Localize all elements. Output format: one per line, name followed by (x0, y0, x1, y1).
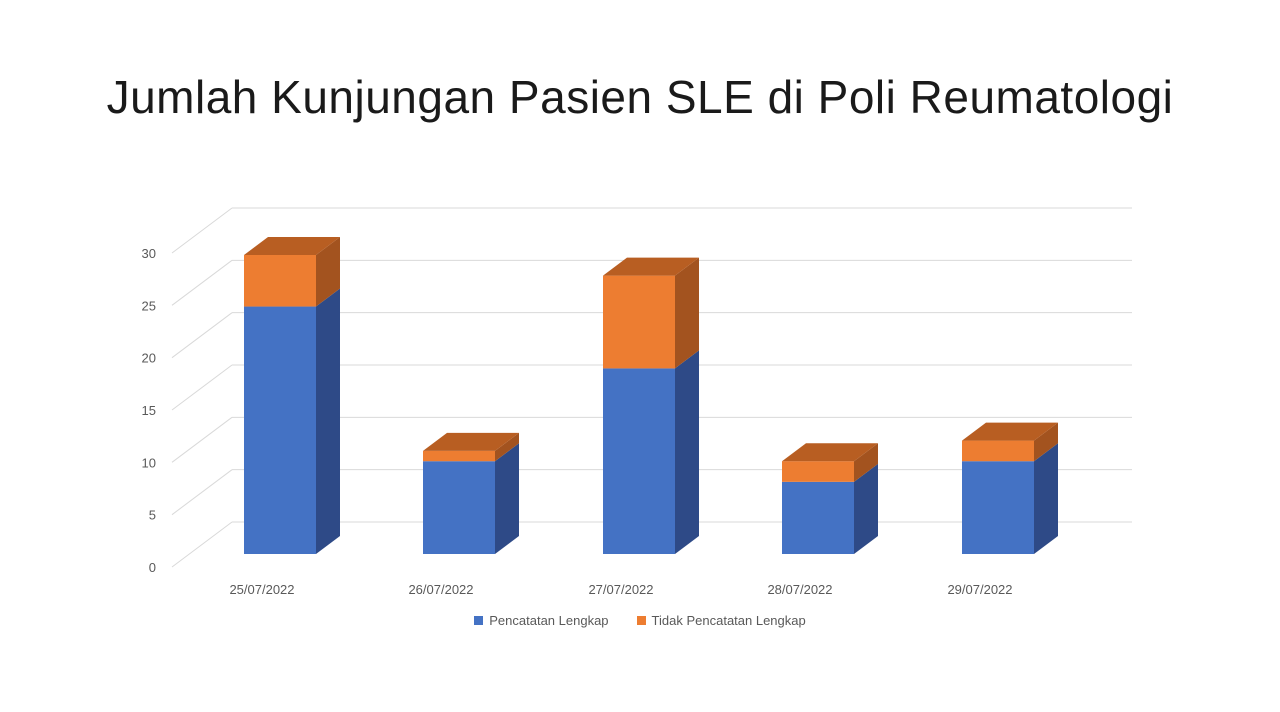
x-category-label: 25/07/2022 (229, 582, 294, 597)
bar-pencatatan-lengkap (603, 368, 675, 554)
legend-item-pencatatan-lengkap: Pencatatan Lengkap (474, 613, 609, 628)
bar-side (854, 463, 878, 554)
x-category-label: 28/07/2022 (767, 582, 832, 597)
legend-swatch-orange (636, 616, 646, 625)
y-tick-label: 20 (142, 351, 156, 366)
legend-swatch-blue (474, 616, 484, 625)
y-tick-label: 15 (142, 403, 156, 418)
bar-tidak-pencatatan-lengkap (603, 275, 675, 369)
gridline-diagonal (171, 521, 233, 568)
gridline-diagonal (171, 259, 233, 306)
bars (244, 237, 1058, 554)
bar-side (316, 288, 340, 554)
bar-pencatatan-lengkap (423, 461, 495, 554)
x-category-label: 29/07/2022 (947, 582, 1012, 597)
y-axis-ticks: 0 5 10 15 20 25 30 (142, 246, 156, 575)
x-category-label: 27/07/2022 (588, 582, 653, 597)
gridline-diagonal (171, 312, 233, 359)
bar-pencatatan-lengkap (962, 461, 1034, 554)
bar-side (675, 257, 699, 369)
bar-side (316, 237, 340, 307)
bar-top (423, 432, 519, 451)
bar-side (1034, 443, 1058, 554)
y-tick-label: 25 (142, 298, 156, 313)
y-tick-label: 5 (149, 508, 156, 523)
bar-top (782, 443, 878, 462)
y-tick-label: 0 (149, 560, 156, 575)
legend: Pencatatan Lengkap Tidak Pencatatan Leng… (0, 613, 1280, 628)
bar-side (495, 432, 519, 462)
gridline-diagonal (171, 469, 233, 516)
chart-title: Jumlah Kunjungan Pasien SLE di Poli Reum… (106, 71, 1174, 123)
y-tick-label: 10 (142, 455, 156, 470)
bar-top (603, 257, 699, 276)
gridline-diagonal (171, 416, 233, 463)
bar-tidak-pencatatan-lengkap (962, 440, 1034, 462)
bar-side (495, 443, 519, 554)
bar-top (244, 237, 340, 255)
bar-pencatatan-lengkap (782, 481, 854, 554)
bar-tidak-pencatatan-lengkap (244, 255, 316, 307)
gridline-diagonal (171, 207, 233, 254)
legend-label: Pencatatan Lengkap (489, 613, 609, 628)
bar-side (1034, 422, 1058, 462)
y-tick-label: 30 (142, 246, 156, 261)
bar-tidak-pencatatan-lengkap (782, 461, 854, 482)
legend-label: Tidak Pencatatan Lengkap (651, 613, 806, 628)
bar-top (962, 422, 1058, 441)
legend-item-tidak-pencatatan-lengkap: Tidak Pencatatan Lengkap (636, 613, 806, 628)
bar-tidak-pencatatan-lengkap (423, 450, 495, 462)
x-category-label: 26/07/2022 (408, 582, 473, 597)
x-axis-categories: 25/07/2022 26/07/2022 27/07/2022 28/07/2022… (229, 582, 1012, 597)
gridline-diagonal (171, 364, 233, 411)
bar-pencatatan-lengkap (244, 306, 316, 554)
bar-side (675, 350, 699, 554)
bar-side (854, 443, 878, 482)
